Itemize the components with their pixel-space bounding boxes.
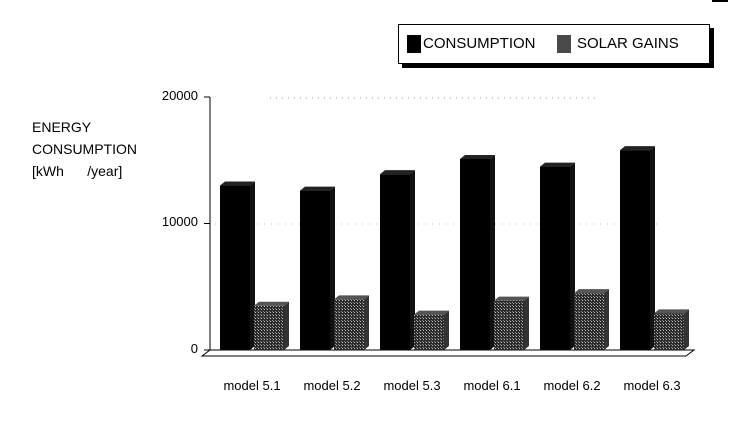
bar-top	[414, 310, 449, 315]
bar-consumption	[300, 190, 330, 350]
bar-solar-gains	[254, 305, 284, 350]
bar-side	[570, 162, 575, 350]
y-axis-label-line-1: ENERGY	[32, 119, 92, 135]
bar-side	[250, 181, 255, 350]
bar-top	[380, 170, 415, 175]
bar-side	[330, 186, 335, 350]
y-axis-label: ENERGY CONSUMPTION [kWh /year]	[32, 116, 137, 182]
x-tick-label: model 6.1	[463, 378, 521, 393]
chart-floor	[200, 349, 696, 357]
y-tick-label: 20000	[161, 88, 198, 103]
bar-consumption	[380, 174, 410, 350]
bar-top	[574, 289, 609, 294]
legend-label-consumption: CONSUMPTION	[423, 35, 536, 52]
x-tick-label: model 5.2	[303, 378, 361, 393]
bar-top	[620, 146, 655, 151]
y-axis-label-line-2: CONSUMPTION	[32, 141, 137, 157]
bar-top	[494, 296, 529, 301]
bar-side	[410, 170, 415, 350]
bar-consumption	[620, 150, 650, 350]
bar-consumption	[540, 166, 570, 350]
bar-top	[654, 309, 689, 314]
bar-solar-gains	[334, 299, 364, 350]
x-tick-label: model 5.3	[383, 378, 441, 393]
bar-side	[524, 296, 529, 350]
bar-solar-gains	[494, 300, 524, 350]
legend: CONSUMPTION SOLAR GAINS	[398, 24, 710, 64]
bar-top	[300, 186, 335, 191]
y-tick-label: 0	[190, 341, 198, 356]
bar-consumption	[460, 158, 490, 350]
bar-solar-gains	[654, 313, 684, 350]
bar-side	[444, 310, 449, 350]
y-axis-label-line-3: [kWh /year]	[32, 163, 123, 179]
legend-swatch-solar-gains	[557, 35, 571, 53]
legend-label-solar-gains: SOLAR GAINS	[577, 35, 679, 52]
x-tick-label: model 6.2	[543, 378, 601, 393]
bar-top	[334, 295, 369, 300]
bar-top	[540, 162, 575, 167]
bar-solar-gains	[574, 293, 604, 350]
corner-mark	[712, 0, 728, 2]
bar-side	[604, 289, 609, 350]
bar-side	[650, 146, 655, 350]
bar-side	[684, 309, 689, 350]
bar-top	[254, 301, 289, 306]
bar-top	[220, 181, 255, 186]
bar-top	[460, 154, 495, 159]
x-tick-label: model 5.1	[223, 378, 281, 393]
bar-side	[284, 301, 289, 350]
y-tick-label: 10000	[161, 214, 198, 229]
x-tick-label: model 6.3	[623, 378, 681, 393]
bar-consumption	[220, 185, 250, 350]
bar-side	[490, 154, 495, 350]
bar-solar-gains	[414, 314, 444, 350]
legend-swatch-consumption	[407, 35, 421, 53]
bar-side	[364, 295, 369, 350]
